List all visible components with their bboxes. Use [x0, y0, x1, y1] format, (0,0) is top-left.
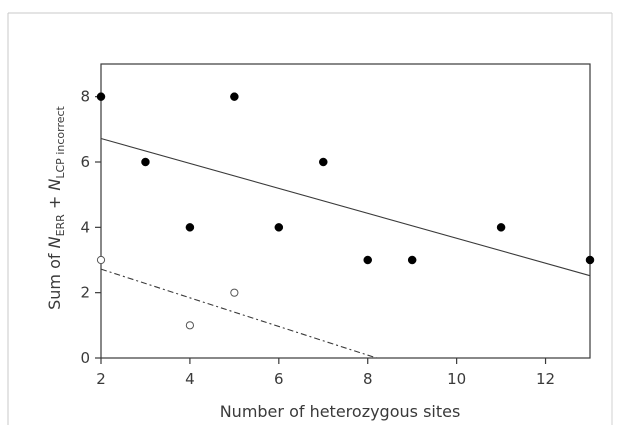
data-points [96, 92, 595, 330]
x-tick-label: 2 [96, 370, 106, 388]
y-tick-label: 4 [80, 218, 90, 236]
y-tick-label: 2 [80, 284, 90, 302]
solid-fit-line [100, 137, 591, 277]
x-axis-title: Number of heterozygous sites [220, 402, 461, 421]
x-tick-label: 10 [447, 370, 466, 388]
fit-lines [100, 137, 591, 359]
filled-data-point [230, 92, 239, 101]
filled-data-point [274, 223, 284, 232]
filled-data-point [96, 92, 106, 101]
x-tick-label: 4 [185, 370, 195, 388]
plot-area [100, 63, 591, 359]
filled-data-point [585, 255, 595, 265]
x-tick-label: 6 [274, 370, 284, 388]
y-tick-label: 8 [80, 88, 90, 106]
x-tick-label: 12 [536, 370, 555, 388]
open-data-point [230, 288, 239, 297]
open-data-point [96, 255, 106, 265]
x-tick-label: 8 [363, 370, 373, 388]
y-axis-title: Sum of NERR + NLCP incorrect [45, 105, 67, 309]
filled-data-point [496, 223, 506, 232]
filled-data-point [363, 255, 372, 265]
filled-data-point [407, 255, 417, 265]
filled-data-point [141, 157, 150, 167]
y-tick-label: 6 [80, 153, 90, 171]
y-tick-label: 0 [80, 349, 90, 367]
open-data-point [185, 321, 195, 330]
filled-data-point [319, 157, 328, 167]
dashed-fit-line [100, 268, 377, 359]
filled-data-point [185, 223, 195, 232]
